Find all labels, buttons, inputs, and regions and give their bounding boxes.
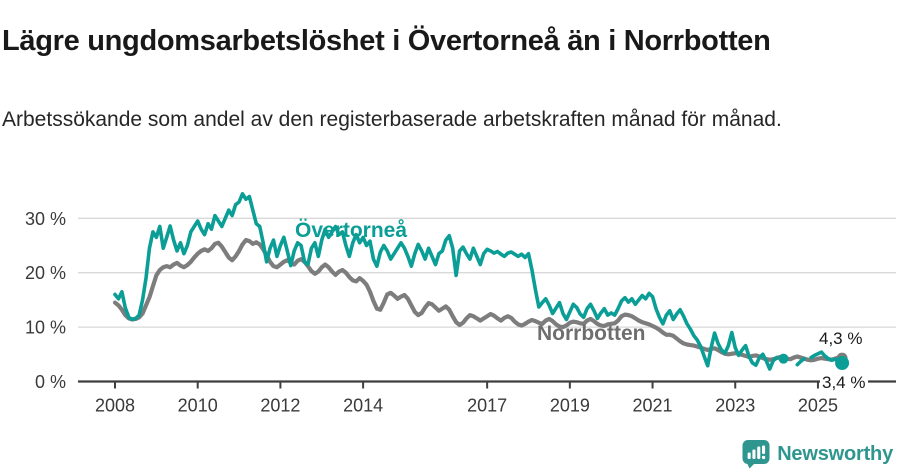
end-value-label-norrbotten: 4,3 %: [819, 329, 863, 348]
newsworthy-logo-text: Newsworthy: [777, 442, 893, 465]
x-axis-tick-label: 2019: [550, 396, 590, 416]
series-norrbotten-end-dot: [836, 352, 848, 364]
y-axis-tick-label: 30 %: [25, 209, 66, 229]
page-title: Lägre ungdomsarbetslöshet i Övertorneå ä…: [2, 25, 771, 58]
x-axis-tick-label: 2017: [467, 396, 507, 416]
chart-subtitle: Arbetssökande som andel av den registerb…: [2, 108, 782, 131]
series-overtornea-dash-segment: [795, 356, 806, 367]
x-axis-tick-label: 2012: [260, 396, 300, 416]
y-axis-tick-label: 0 %: [35, 372, 66, 392]
series-label-norrbotten: Norrbotten: [537, 322, 646, 345]
x-axis-tick-label: 2010: [178, 396, 218, 416]
x-axis-tick-label: 2021: [633, 396, 673, 416]
y-axis-tick-label: 20 %: [25, 263, 66, 283]
series-overtornea-end-dot: [835, 356, 850, 371]
newsworthy-logo-icon: [742, 440, 770, 469]
end-value-label-overtornea: 3,4 %: [820, 373, 869, 393]
series-norrbotten-line: [112, 237, 845, 363]
series-label-overtornea: Övertorneå: [295, 219, 408, 242]
series-overtornea-line: [113, 192, 779, 371]
x-axis-tick-label: 2023: [715, 396, 755, 416]
x-axis-tick-label: 2008: [95, 396, 135, 416]
newsworthy-logo[interactable]: Newsworthy: [742, 439, 893, 469]
series-overtornea-tail-line: [809, 350, 844, 365]
y-axis-tick-label: 10 %: [25, 318, 66, 338]
x-axis-tick-label: 2025: [798, 396, 838, 416]
x-axis-tick-label: 2014: [343, 396, 383, 416]
series-overtornea-gap-dot: [778, 353, 789, 364]
